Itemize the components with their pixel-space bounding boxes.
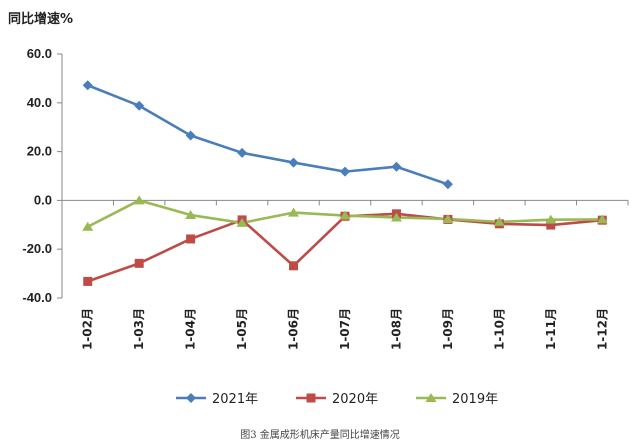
y-tick-labels: 60.0 40.0 20.0 0.0 -20.0 -40.0	[22, 46, 52, 305]
series-point-1	[289, 261, 299, 271]
y-tick-label: -20.0	[22, 241, 52, 256]
series-point-0	[391, 161, 402, 172]
y-axis-label: 同比增速%	[8, 11, 73, 27]
figure-caption: 图3 金属成形机床产量同比增速情况	[240, 428, 400, 441]
x-tick-label: 1-08月	[389, 308, 403, 350]
series-point-0	[185, 130, 196, 141]
series-point-2	[185, 210, 197, 220]
series-point-2	[545, 214, 557, 224]
series-point-0	[442, 179, 453, 190]
series-point-1	[546, 220, 556, 230]
series-point-2	[493, 216, 505, 226]
series-point-0	[82, 80, 93, 91]
series-point-0	[288, 157, 299, 168]
legend-label-2: 2019年	[452, 392, 498, 407]
series-point-1	[134, 258, 144, 268]
series-point-1	[83, 276, 93, 286]
y-tick-label: 0.0	[34, 192, 52, 207]
x-tick-label: 1-06月	[287, 308, 301, 350]
x-tick-label: 1-02月	[81, 308, 95, 350]
x-tick-label: 1-11月	[544, 308, 558, 350]
series-point-2	[339, 210, 351, 220]
x-tick-labels: 1-02月 1-03月 1-04月 1-05月 1-06月 1-07月 1-08月 1-09月…	[81, 308, 610, 350]
x-tick-label: 1-12月	[595, 308, 609, 350]
series-point-2	[390, 212, 402, 222]
y-tick-label: 60.0	[27, 46, 52, 61]
series-point-0	[340, 166, 350, 177]
series-point-0	[134, 100, 145, 111]
x-tick-label: 1-03月	[132, 308, 146, 350]
y-tick-label: -40.0	[22, 290, 52, 305]
series-markers	[82, 80, 608, 286]
series-point-2	[288, 207, 300, 217]
series-point-1	[186, 234, 196, 244]
legend-label-0: 2021年	[212, 392, 258, 407]
y-tick-label: 40.0	[27, 95, 52, 110]
legend-marker-2	[425, 393, 437, 402]
series-lines	[87, 84, 603, 283]
series-point-2	[236, 217, 248, 227]
series-point-2	[442, 213, 454, 223]
series-point-2	[82, 221, 94, 231]
x-tick-label: 1-04月	[184, 308, 198, 350]
legend-marker-0	[186, 393, 196, 403]
legend-marker-1	[306, 393, 316, 403]
x-tick-label: 1-07月	[338, 308, 352, 350]
y-tick-label: 20.0	[27, 144, 52, 159]
series-point-2	[133, 195, 145, 205]
x-tick-label: 1-10月	[492, 308, 506, 350]
series-point-0	[237, 147, 248, 158]
legend-label-1: 2020年	[332, 392, 378, 407]
axes	[57, 53, 629, 299]
series-line-1	[87, 212, 603, 283]
legend: 2021年 2020年 2019年	[176, 392, 498, 407]
series-line-0	[87, 84, 449, 186]
x-tick-label: 1-05月	[235, 308, 249, 350]
series-point-2	[596, 214, 608, 224]
x-tick-label: 1-09月	[441, 308, 455, 350]
